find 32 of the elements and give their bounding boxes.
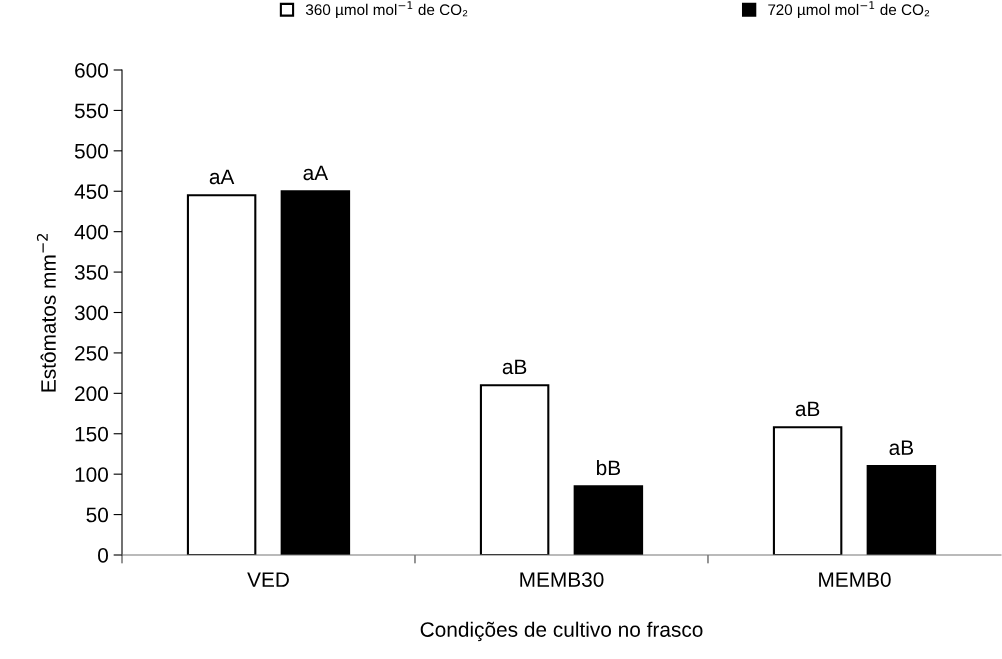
- data-label: aA: [303, 165, 329, 181]
- y-tick-label: 350: [74, 265, 108, 280]
- data-label: aB: [889, 440, 914, 456]
- x-tick-label: MEMB30: [520, 572, 604, 587]
- data-label: aB: [795, 401, 820, 417]
- bar: [866, 465, 937, 555]
- y-tick-label: 300: [74, 305, 108, 321]
- y-tick-label: 0: [98, 548, 108, 563]
- y-tick-label: 550: [74, 103, 108, 119]
- y-tick-label: 150: [75, 426, 108, 442]
- data-label: aA: [209, 169, 235, 185]
- bar: [479, 384, 550, 555]
- x-tick-label: VED: [247, 572, 289, 587]
- data-label: bB: [596, 459, 621, 476]
- bar: [186, 194, 257, 555]
- bar: [772, 426, 843, 555]
- x-tick-label: MEMB0: [819, 572, 891, 587]
- y-tick-label: 450: [74, 184, 108, 199]
- y-axis-title: Estômatos mm$^{−2}$: [36, 233, 56, 392]
- y-tick-label: 100: [75, 467, 108, 482]
- y-tick-label: 50: [86, 507, 108, 523]
- legend-label: 720 µmol mol$^{−1}$ de CO₂: [768, 1, 930, 19]
- legend-label: 360 µmol mol$^{−1}$ de CO₂: [305, 1, 468, 19]
- data-label: aB: [502, 359, 527, 375]
- y-tick-label: 600: [75, 63, 108, 78]
- bar: [573, 485, 644, 555]
- y-tick-label: 200: [75, 386, 108, 402]
- y-tick-label: 400: [74, 224, 108, 240]
- x-axis-title: Condições de cultivo no frasco: [420, 621, 703, 642]
- y-tick-label: 500: [74, 143, 108, 159]
- y-tick-label: 250: [75, 345, 108, 361]
- bar: [280, 190, 351, 555]
